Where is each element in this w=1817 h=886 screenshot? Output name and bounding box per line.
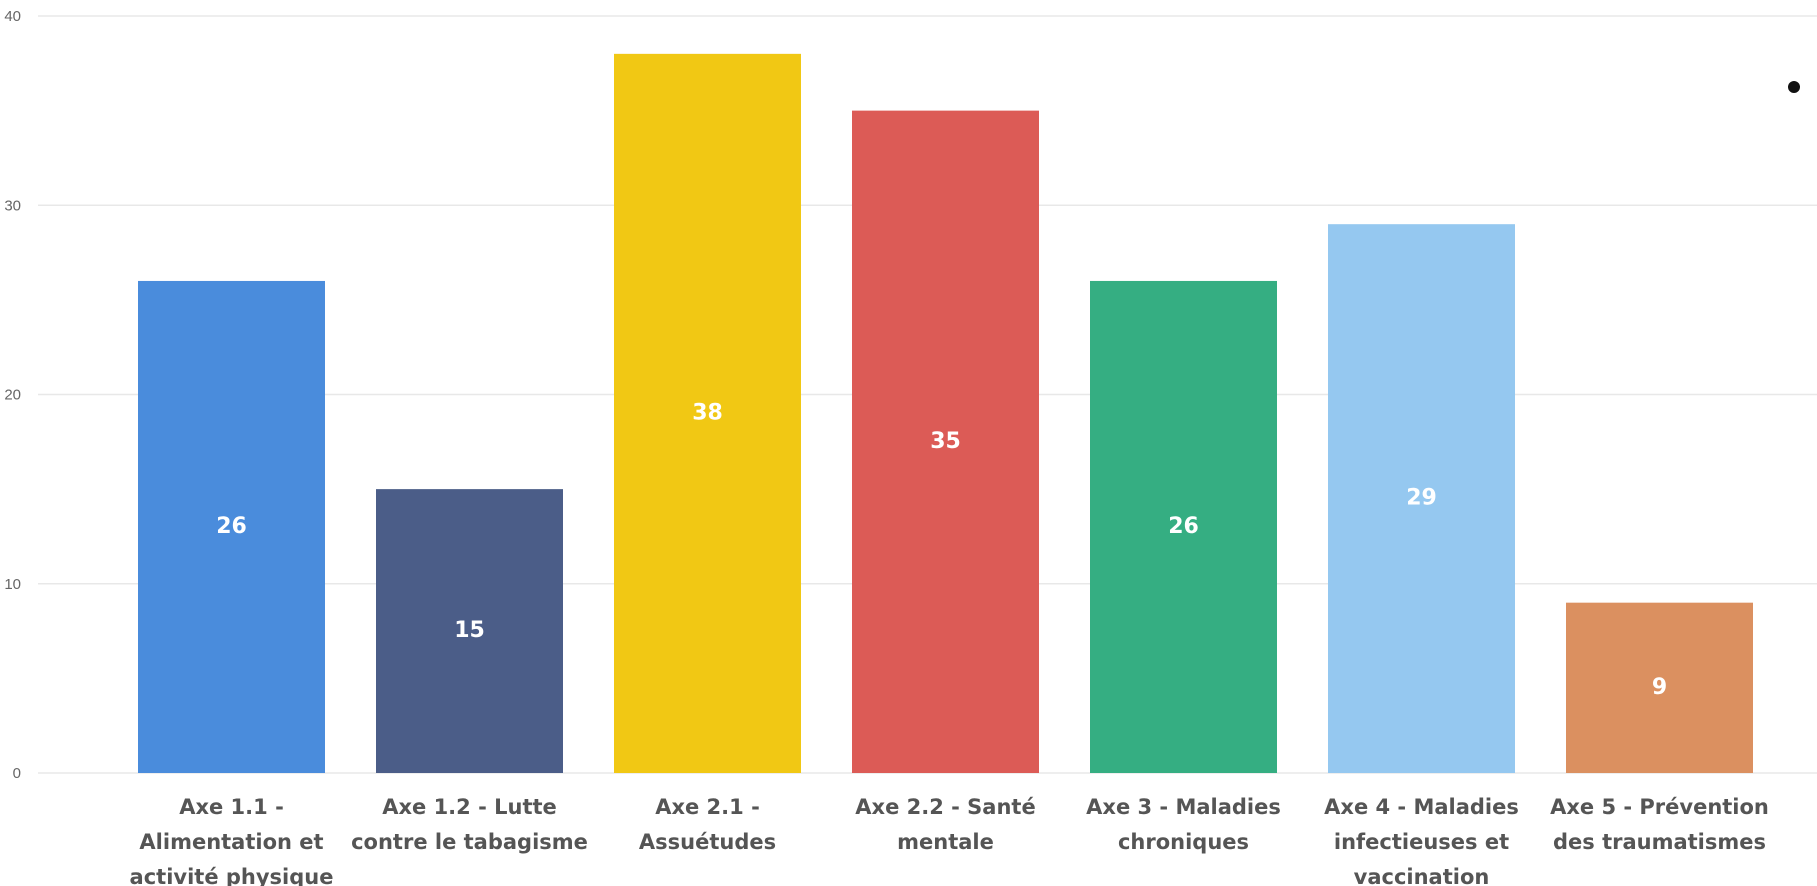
x-category-label: Axe 1.1 - Alimentation et activité physiqu… [130,795,334,886]
y-tick-label: 30 [4,197,21,214]
x-category-label-line: Axe 3 - Maladies [1086,795,1281,819]
y-tick-label: 0 [13,765,21,782]
x-category-label: Axe 4 - Maladies infectieuses et vaccinati… [1324,795,1519,886]
x-category-label: Axe 1.2 - Lutte contre le tabagisme [351,795,588,854]
y-tick-label: 40 [4,8,21,25]
x-category-label-line: contre le tabagisme [351,830,588,854]
x-category-label-line: Axe 5 - Prévention [1550,795,1769,819]
bar[interactable] [1566,602,1753,773]
bar-value-label: 38 [692,400,723,425]
x-category-label-line: Axe 1.2 - Lutte [382,795,557,819]
bar[interactable] [376,489,563,773]
bullet-dot-icon [1788,81,1800,93]
bar-value-label: 9 [1652,675,1667,700]
x-category-label-line: des traumatismes [1553,830,1766,854]
x-category-label-line: chroniques [1118,830,1249,854]
bar-value-label: 15 [454,618,485,643]
x-category-label: Axe 2.1 - Assuétudes [639,795,776,854]
bar[interactable] [852,110,1039,773]
bar[interactable] [614,53,801,774]
x-category-label-line: Axe 2.1 - [655,795,760,819]
x-category-label: Axe 5 - Prévention des traumatismes [1550,795,1769,854]
bar-value-label: 26 [1168,514,1199,539]
bar-value-label: 29 [1406,486,1437,511]
x-category-label: Axe 3 - Maladies chroniques [1086,795,1281,854]
bar[interactable] [138,280,325,773]
x-category-label: Axe 2.2 - Santé mentale [855,795,1035,854]
x-category-label-line: Assuétudes [639,830,776,854]
data-labels: 26 15 38 35 26 29 9 [216,400,1667,699]
x-category-label-line: mentale [897,830,994,854]
x-category-label-line: Axe 4 - Maladies [1324,795,1519,819]
x-category-label-line: infectieuses et [1334,830,1509,854]
x-category-label-line: activité physique [130,865,334,886]
x-category-label-line: Alimentation et [139,830,323,854]
y-tick-label: 10 [4,576,21,593]
x-category-label-line: vaccination [1354,865,1490,886]
bar[interactable] [1328,224,1515,774]
bars [138,53,1753,774]
x-category-label-line: Axe 2.2 - Santé [855,795,1035,819]
bar-value-label: 26 [216,514,247,539]
y-axis-ticks: 0 10 20 30 40 [4,8,21,782]
bar[interactable] [1090,280,1277,773]
y-tick-label: 20 [4,387,21,404]
bar-value-label: 35 [930,429,961,454]
x-category-label-line: Axe 1.1 - [179,795,284,819]
x-axis-categories: Axe 1.1 - Alimentation et activité physiqu… [130,795,1769,886]
